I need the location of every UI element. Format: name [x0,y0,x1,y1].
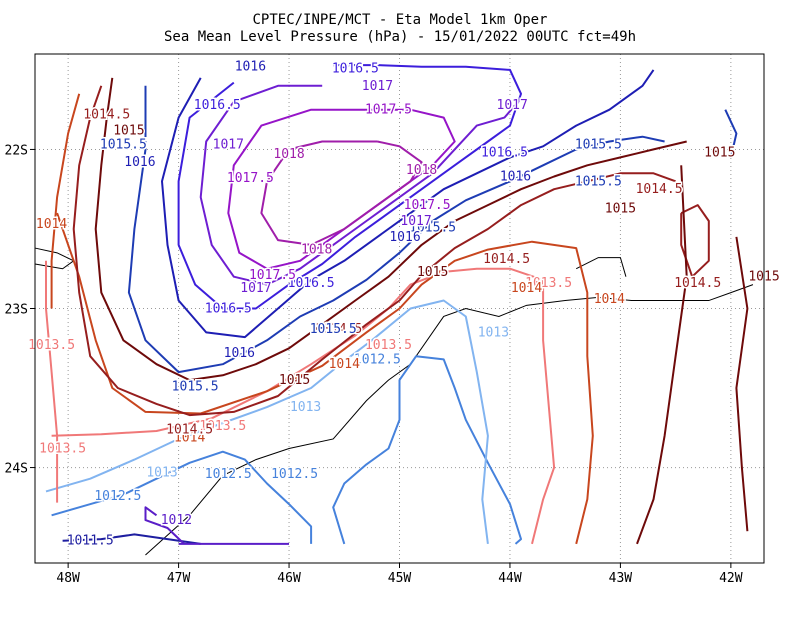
isobar-label: 1014.5 [83,107,130,122]
x-tick-label: 47W [167,571,191,586]
isobar-label: 1013.5 [199,419,246,434]
isobar-1018 [260,140,423,246]
isobar-label: 1012.5 [271,467,318,482]
isobar-label: 1014.5 [315,322,362,337]
isobar-1011-5 [62,533,201,545]
isobar-1016-5 [177,64,522,310]
isobar-label: 1016.5 [194,98,241,113]
isobar-label: 1018 [406,163,437,178]
isobar-label: 1016.5 [481,146,528,161]
isobar-1014 [56,212,594,545]
isobar-label: 1017 [213,138,244,153]
isobar-label: 1017.5 [249,268,296,283]
isobar-label: 1017.5 [404,198,451,213]
isobar-label: 1014.5 [483,252,530,267]
isobar-label: 1015 [704,146,735,161]
isobar-label: 1017 [497,98,528,113]
chart-title-line-1: CPTEC/INPE/MCT - Eta Model 1km Oper [252,12,548,28]
isobar-label: 1013 [478,325,509,340]
isobar-label: 1016 [224,346,255,361]
isobar-label: 1013 [146,465,177,480]
isobar-1014-5 [680,204,710,278]
x-tick-label: 45W [388,571,412,586]
isobar-1015 [735,236,749,532]
isobar-label: 1013.5 [28,338,75,353]
isobar-1017-5 [227,108,456,270]
axes: 48W 47W 46W 45W 44W 43W 42W 22S 23S 24S [5,53,765,586]
isobar-label: 1012.5 [205,467,252,482]
isobar-label: 1017.5 [227,171,274,186]
isobar-1012-5 [332,355,522,545]
isobar-label: 1012.5 [94,489,141,504]
isobar-label: 1014.5 [166,422,213,437]
isobar-labels: 1011.5 1012 1012.5 1012.5 1012.5 1012.5 1013 10… [27,58,782,550]
isobar-label: 1015 [605,201,636,216]
isobar-label: 1012 [161,513,192,528]
y-tick-label: 24S [5,462,28,477]
isobar-label: 1015 [417,265,448,280]
isobar-1016 [161,69,655,339]
isobars [45,64,749,545]
chart-title-line-2: Sea Mean Level Pressure (hPa) - 15/01/20… [163,29,636,45]
isobar-1015 [94,77,687,382]
coastline-segment [576,257,627,277]
isobar-label: 1016.5 [332,61,379,76]
coastline-segment [145,284,754,556]
isobar-label: 1016.5 [288,276,335,291]
isobar-label: 1017 [240,281,271,296]
isobar-label: 1015.5 [575,174,622,189]
isobar-label: 1014.5 [674,276,721,291]
isobar-label: 1015 [279,373,310,388]
isobar-1015-5 [127,85,665,374]
isobar-label: 1015.5 [310,322,357,337]
isobar-1013-5 [51,267,556,545]
isobar-label: 1017 [400,214,431,229]
isobar-label: 1014 [329,357,360,372]
coastline-segment [34,247,75,270]
x-tick-label: 44W [498,571,522,586]
isobar-label: 1012.5 [354,352,401,367]
isobar-1012-5 [51,450,313,544]
x-tick-label: 48W [56,571,80,586]
isobar-label: 1016 [235,60,266,75]
isobar-1014-5 [72,85,676,417]
isobar-label: 1013.5 [39,441,86,456]
isobar-1013-5 [45,260,59,503]
isobar-1013 [45,299,489,545]
isobar-label: 1015.5 [100,138,147,153]
isobar-label: 1014 [594,292,625,307]
isobar-label: 1018 [301,243,332,258]
isobar-label: 1011.5 [67,534,114,549]
isobar-label: 1014 [36,217,67,232]
isobar-label: 1015.5 [575,138,622,153]
isobar-label: 1013 [290,400,321,415]
isobar-label: 1018 [273,147,304,162]
isobar-label: 1017.5 [365,103,412,118]
x-tick-label: 46W [277,571,301,586]
isobar-label: 1013.5 [525,276,572,291]
isobar-label: 1014 [511,281,542,296]
isobar-label: 1014 [174,430,205,445]
isobar-label: 1016 [124,155,155,170]
isobar-label: 1015 [113,123,144,138]
isobar-1015 [636,165,688,545]
isobar-label: 1016 [389,230,420,245]
isobar-label: 1016.5 [205,302,252,317]
isobar-1017 [199,84,522,286]
isobar-1015-5 [724,109,738,158]
x-tick-label: 42W [719,571,743,586]
coastline [34,247,754,556]
x-tick-label: 43W [609,571,633,586]
isobar-1012 [144,506,185,545]
isobar-label: 1013.5 [365,338,412,353]
y-tick-label: 23S [5,303,28,318]
isobar-label: 1015.5 [409,220,456,235]
isobar-1014 [50,93,81,309]
isobar-label: 1015.5 [172,379,219,394]
isobar-label: 1014.5 [636,182,683,197]
isobar-label: 1017 [362,79,393,94]
isobar-label: 1016 [500,169,531,184]
y-tick-label: 22S [5,143,28,158]
